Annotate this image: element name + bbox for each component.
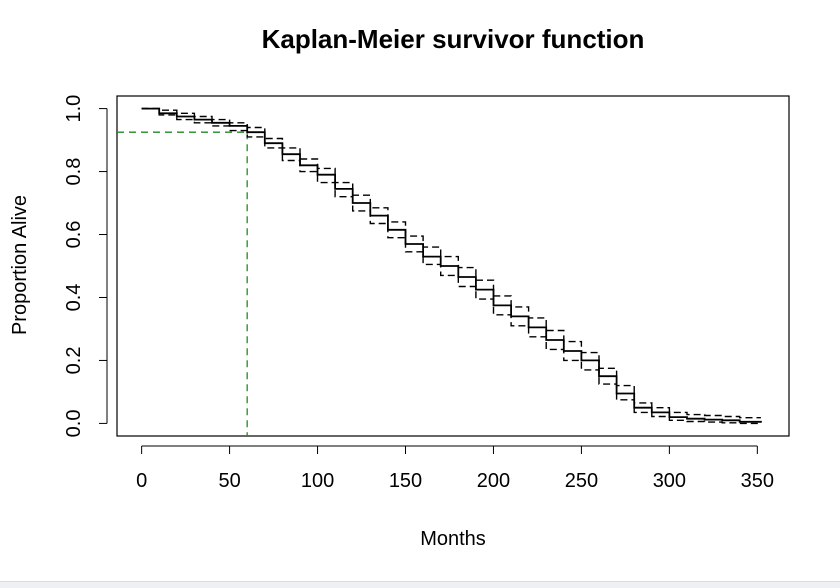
- x-tick-label: 0: [136, 470, 147, 492]
- window-bottom-edge: [0, 581, 840, 588]
- y-tick-label: 0.8: [63, 158, 85, 186]
- upper-confidence-band: [141, 107, 761, 419]
- y-axis: 0.0 0.2 0.4 0.6 0.8 1.0: [63, 95, 108, 438]
- x-tick-label: 250: [565, 470, 598, 492]
- x-tick-label: 200: [477, 470, 510, 492]
- x-tick-label: 300: [653, 470, 686, 492]
- chart-title: Kaplan-Meier survivor function: [262, 24, 645, 54]
- x-tick-label: 50: [218, 470, 240, 492]
- lower-confidence-band: [141, 107, 761, 425]
- x-axis: 0 50 100 150 200 250 300 350: [136, 445, 774, 492]
- y-tick-label: 0.0: [63, 410, 85, 438]
- x-tick-label: 100: [301, 470, 334, 492]
- x-tick-label: 150: [389, 470, 422, 492]
- y-axis-label: Proportion Alive: [9, 195, 31, 335]
- plot-area: [116, 95, 790, 437]
- y-tick-label: 0.2: [63, 347, 85, 375]
- y-tick-label: 0.4: [63, 284, 85, 312]
- y-tick-label: 1.0: [63, 95, 85, 123]
- x-tick-label: 350: [741, 470, 774, 492]
- y-tick-label: 0.6: [63, 221, 85, 249]
- survival-curve: [141, 107, 762, 423]
- plot-frame: [116, 95, 790, 437]
- x-axis-label: Months: [420, 528, 486, 550]
